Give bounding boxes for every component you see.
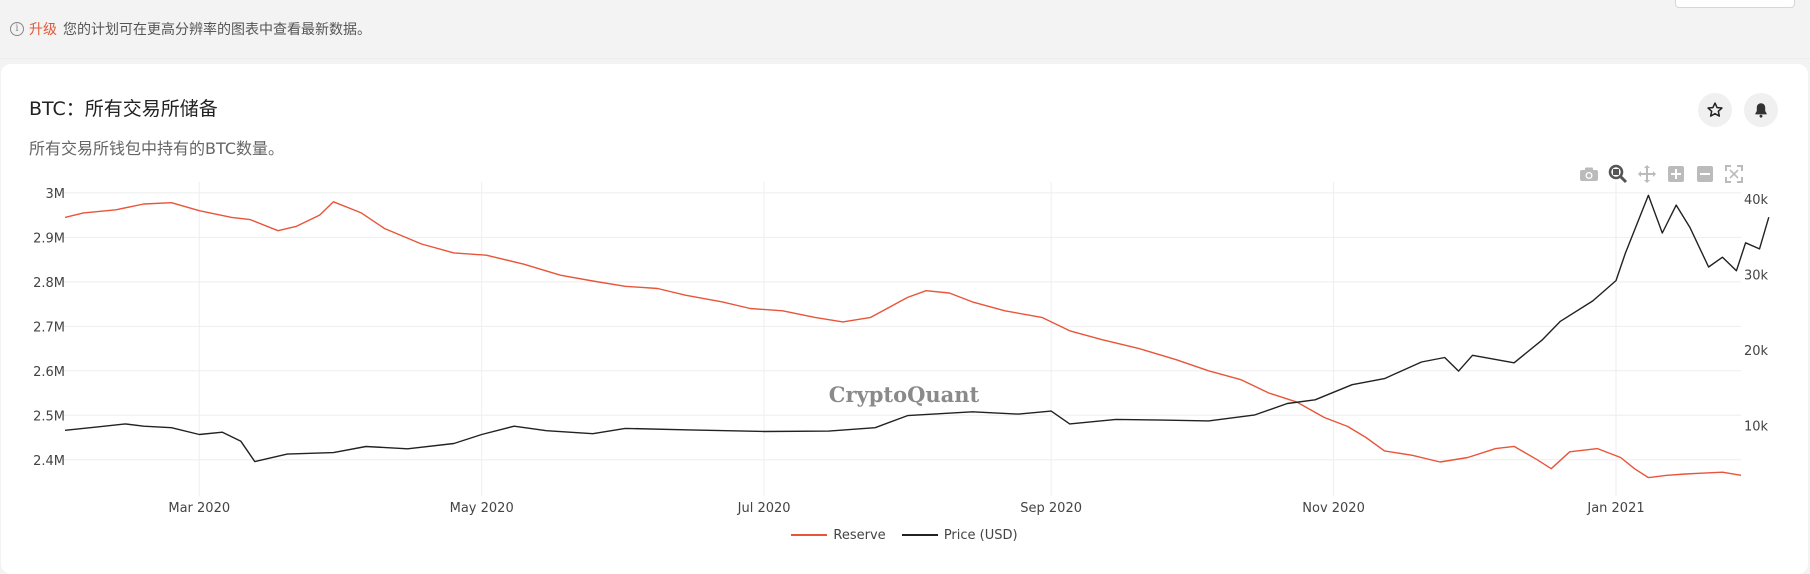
- y-left-tick-label: 2.7M: [33, 320, 65, 335]
- alert-button[interactable]: [1744, 93, 1778, 127]
- y-right-tick-label: 40k: [1744, 193, 1769, 208]
- top-right-control[interactable]: [1675, 0, 1795, 8]
- series-line-price: [64, 194, 1770, 463]
- y-left-tick-label: 2.5M: [33, 409, 65, 424]
- y-left-tick-label: 2.9M: [33, 231, 65, 246]
- y-left-tick-label: 2.8M: [33, 276, 65, 291]
- upgrade-notice: i 升级 您的计划可在更高分辨率的图表中查看最新数据。: [10, 19, 371, 39]
- y-right-tick-label: 20k: [1744, 344, 1769, 359]
- star-icon: [1707, 102, 1723, 117]
- y-right-tick-label: 10k: [1744, 419, 1769, 434]
- x-tick-label: Mar 2020: [168, 501, 230, 516]
- y-left-tick-label: 2.6M: [33, 365, 65, 380]
- legend-label-price: Price (USD): [943, 527, 1018, 543]
- top-banner: i 升级 您的计划可在更高分辨率的图表中查看最新数据。: [0, 0, 1810, 59]
- info-icon: i: [10, 22, 24, 36]
- legend-swatch-reserve: [791, 534, 828, 536]
- chart-subtitle: 所有交易所钱包中持有的BTC数量。: [29, 139, 284, 158]
- plot-toolbar: [1579, 164, 1753, 184]
- camera-icon[interactable]: [1579, 164, 1599, 184]
- series-line-reserve: [64, 201, 1742, 479]
- x-tick-label: Jan 2021: [1586, 501, 1644, 516]
- zoom-in-icon[interactable]: [1666, 164, 1686, 184]
- legend-reserve[interactable]: Reserve: [791, 527, 886, 543]
- autoscale-icon[interactable]: [1724, 164, 1744, 184]
- x-tick-label: Sep 2020: [1020, 501, 1082, 516]
- pan-icon[interactable]: [1637, 164, 1657, 184]
- bell-icon: [1755, 103, 1767, 118]
- zoom-icon[interactable]: [1608, 164, 1628, 184]
- upgrade-message: 您的计划可在更高分辨率的图表中查看最新数据。: [63, 22, 371, 38]
- favorite-button[interactable]: [1698, 93, 1732, 127]
- y-left-tick-label: 3M: [46, 187, 66, 202]
- legend-price[interactable]: Price (USD): [901, 527, 1018, 543]
- x-tick-label: Nov 2020: [1302, 501, 1365, 516]
- y-right-tick-label: 30k: [1744, 269, 1769, 284]
- x-tick-label: Jul 2020: [737, 501, 791, 516]
- legend-swatch-price: [901, 534, 938, 536]
- upgrade-link[interactable]: 升级: [29, 22, 57, 38]
- legend-label-reserve: Reserve: [833, 527, 886, 543]
- chart-card: BTC：所有交易所储备 所有交易所钱包中持有的BTC数量。: [1, 64, 1808, 574]
- x-tick-label: May 2020: [450, 501, 514, 516]
- chart-title: BTC：所有交易所储备: [29, 98, 218, 120]
- y-left-tick-label: 2.4M: [33, 454, 65, 469]
- chart-legend: Reserve Price (USD): [1, 525, 1808, 543]
- watermark: CryptoQuant: [829, 382, 980, 407]
- zoom-out-icon[interactable]: [1695, 164, 1715, 184]
